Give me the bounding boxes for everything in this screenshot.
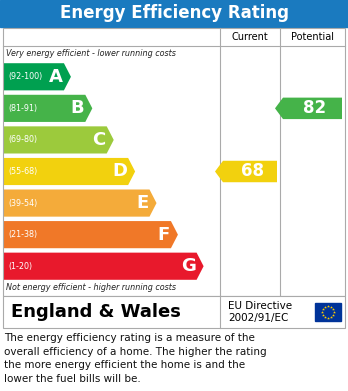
Polygon shape <box>275 98 342 119</box>
Text: Energy Efficiency Rating: Energy Efficiency Rating <box>60 5 288 23</box>
Bar <box>0 0 348 27</box>
Text: (21-38): (21-38) <box>8 230 37 239</box>
Polygon shape <box>4 253 204 280</box>
Polygon shape <box>4 158 135 185</box>
Text: B: B <box>71 99 84 117</box>
Text: F: F <box>158 226 170 244</box>
Text: E: E <box>136 194 149 212</box>
Text: (55-68): (55-68) <box>8 167 37 176</box>
Polygon shape <box>4 221 178 248</box>
Text: C: C <box>93 131 106 149</box>
Text: (81-91): (81-91) <box>8 104 37 113</box>
Text: 82: 82 <box>303 99 326 117</box>
Polygon shape <box>215 161 277 182</box>
Text: Not energy efficient - higher running costs: Not energy efficient - higher running co… <box>6 283 176 292</box>
Bar <box>315 303 341 321</box>
Text: (92-100): (92-100) <box>8 72 42 81</box>
Text: Current: Current <box>232 32 268 42</box>
Polygon shape <box>4 190 157 217</box>
Polygon shape <box>4 95 92 122</box>
Text: EU Directive
2002/91/EC: EU Directive 2002/91/EC <box>228 301 292 323</box>
Text: The energy efficiency rating is a measure of the
overall efficiency of a home. T: The energy efficiency rating is a measur… <box>4 333 267 384</box>
Text: England & Wales: England & Wales <box>11 303 181 321</box>
Text: (1-20): (1-20) <box>8 262 32 271</box>
Text: G: G <box>181 257 196 275</box>
Polygon shape <box>4 126 114 154</box>
Text: A: A <box>49 68 63 86</box>
Bar <box>3 296 345 328</box>
Text: D: D <box>112 163 127 181</box>
Bar <box>3 28 345 296</box>
Text: (39-54): (39-54) <box>8 199 37 208</box>
Text: (69-80): (69-80) <box>8 135 37 144</box>
Text: Potential: Potential <box>291 32 334 42</box>
Text: 68: 68 <box>240 163 263 181</box>
Polygon shape <box>4 63 71 90</box>
Text: Very energy efficient - lower running costs: Very energy efficient - lower running co… <box>6 49 176 58</box>
